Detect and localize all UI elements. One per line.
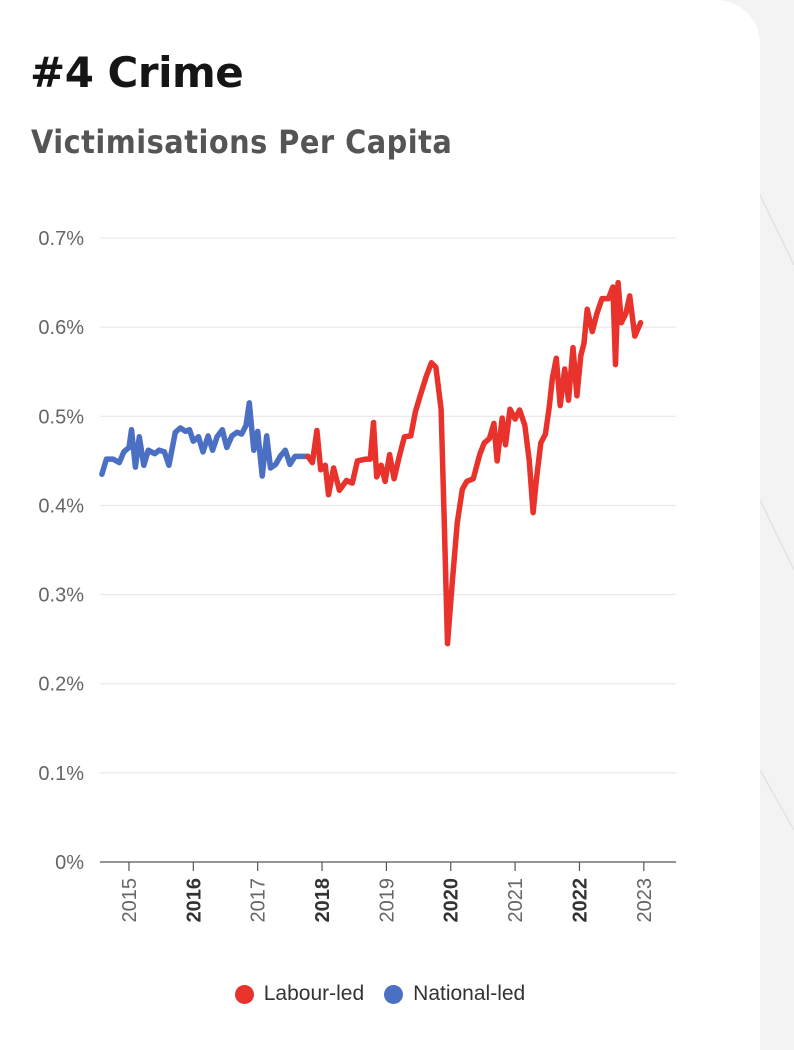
y-tick-label: 0.5%	[38, 406, 84, 428]
series-line-national-led[interactable]	[99, 400, 311, 479]
legend-item-labour[interactable]: Labour-led	[234, 982, 365, 1006]
x-tick-label: 2019	[376, 878, 398, 923]
y-tick-label: 0.4%	[38, 495, 84, 517]
y-tick-label: 0.7%	[38, 228, 84, 250]
chart-card: #4 Crime Victimisations Per Capita 0% 0.1…	[0, 0, 760, 1050]
series-line-labour-led[interactable]	[305, 279, 644, 647]
chart-legend: Labour-led National-led	[0, 982, 760, 1006]
x-axis: 2015 2016 2017 2018 2019 2020 2021 2022 2023	[119, 862, 656, 923]
gridlines	[100, 237, 676, 863]
series-lines	[99, 279, 644, 647]
legend-swatch-national	[384, 984, 404, 1004]
x-tick-label: 2020	[441, 878, 463, 923]
legend-item-national[interactable]: National-led	[384, 982, 525, 1006]
y-tick-label: 0.3%	[38, 585, 84, 607]
legend-swatch-labour	[234, 984, 254, 1004]
y-tick-label: 0%	[55, 852, 84, 874]
x-tick-label: 2018	[312, 878, 334, 923]
y-tick-label: 0.1%	[38, 763, 84, 785]
page-title: #4 Crime	[30, 48, 244, 97]
y-tick-label: 0.2%	[38, 674, 84, 696]
y-tick-label: 0.6%	[38, 317, 84, 339]
x-tick-label: 2015	[119, 878, 141, 923]
x-tick-label: 2022	[569, 878, 591, 923]
chart-subtitle: Victimisations Per Capita	[31, 123, 453, 161]
legend-label-national: National-led	[413, 982, 526, 1005]
x-tick-label: 2023	[634, 878, 656, 923]
line-chart: 0%0.1%0.2%0.3%0.4%0.5%0.6%0.7% 2015 2016 2…	[38, 228, 676, 923]
legend-label-labour: Labour-led	[263, 982, 365, 1005]
x-tick-label: 2021	[505, 878, 527, 923]
background-decoration	[760, 194, 794, 831]
x-tick-label: 2017	[248, 878, 270, 923]
y-axis-tick-labels: 0% 0.1% 0.2% 0.3% 0.4% 0.5% 0.6% 0.7%	[38, 228, 84, 874]
x-tick-label: 2016	[183, 878, 205, 923]
